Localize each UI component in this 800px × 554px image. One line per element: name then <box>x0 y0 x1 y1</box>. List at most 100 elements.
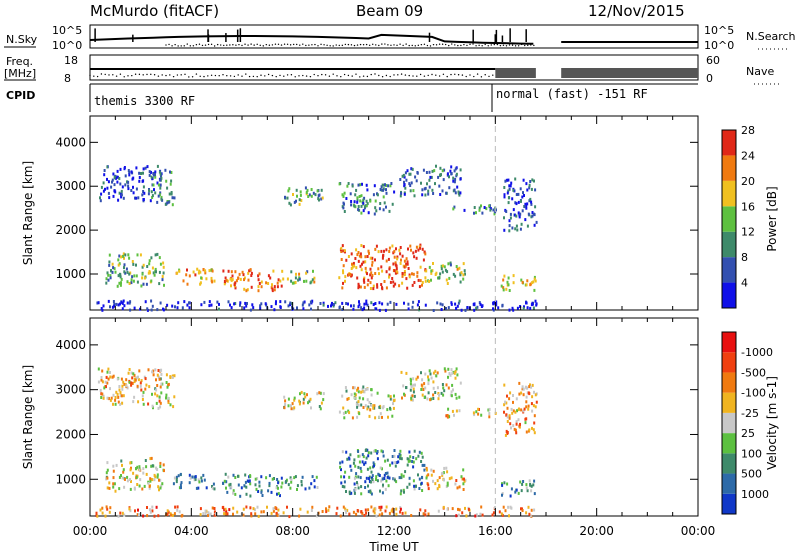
nave-point <box>450 73 452 76</box>
velocity-cell <box>407 458 410 462</box>
power-cell <box>146 265 149 268</box>
power-cell <box>432 192 435 195</box>
velocity-colorbar-tick: -500 <box>741 366 766 379</box>
velocity-cell <box>303 392 306 396</box>
nsearch-point <box>524 44 526 47</box>
power-cell <box>210 303 213 307</box>
power-cell <box>229 277 232 281</box>
power-cell <box>410 248 412 252</box>
nave-point <box>237 74 239 76</box>
velocity-cell <box>100 376 103 379</box>
nsearch-point <box>405 43 407 45</box>
power-cell <box>502 288 505 292</box>
velocity-cell <box>134 509 136 513</box>
nave-point <box>370 73 372 76</box>
velocity-cell <box>504 433 507 437</box>
power-cell <box>279 279 282 283</box>
nave-point <box>112 74 114 76</box>
power-cell <box>350 200 353 203</box>
power-cell <box>130 170 133 174</box>
power-cell <box>136 280 139 284</box>
velocity-cell <box>224 472 227 476</box>
velocity-cell <box>349 464 352 468</box>
velocity-cell <box>436 386 439 390</box>
velocity-cell <box>356 482 359 486</box>
power-cell <box>395 264 398 268</box>
velocity-cell <box>528 385 531 389</box>
nave-point <box>442 73 445 75</box>
power-cell <box>229 303 231 307</box>
power-cell <box>441 189 444 193</box>
velocity-cell <box>128 380 131 384</box>
power-cell <box>508 219 511 223</box>
velocity-cell <box>412 390 415 394</box>
velocity-cell <box>428 369 431 373</box>
velocity-cell <box>363 462 366 466</box>
velocity-cell <box>532 483 535 487</box>
velocity-cell <box>420 451 423 455</box>
power-cell <box>277 278 280 282</box>
nsearch-point <box>362 44 365 46</box>
nsearch-point <box>481 45 483 47</box>
power-cell <box>149 199 152 203</box>
velocity-cell <box>446 415 449 419</box>
nave-point <box>385 74 388 77</box>
power-cell <box>132 185 134 189</box>
velocity-cell <box>400 476 403 480</box>
velocity-cell <box>395 507 398 511</box>
power-cell <box>152 172 155 175</box>
velocity-cell <box>381 406 384 410</box>
velocity-cell <box>383 473 386 477</box>
power-cell <box>110 269 112 273</box>
velocity-cell <box>506 431 509 434</box>
velocity-cell <box>356 388 358 392</box>
velocity-cell <box>117 395 120 399</box>
power-cell <box>115 302 118 306</box>
velocity-cell <box>442 505 445 509</box>
power-cell <box>531 214 534 218</box>
power-cell <box>393 255 396 259</box>
power-cell <box>381 302 384 306</box>
velocity-ytick-label: 1000 <box>55 472 86 486</box>
velocity-cell <box>112 464 115 468</box>
velocity-cell <box>101 369 104 373</box>
power-cell <box>128 171 131 174</box>
velocity-cell <box>353 458 356 462</box>
power-cell <box>459 280 462 284</box>
power-cell <box>362 278 365 282</box>
power-cell <box>518 215 521 219</box>
velocity-cell <box>427 473 430 477</box>
nsearch-point <box>444 43 447 46</box>
velocity-cell <box>296 484 299 488</box>
nave-point <box>222 74 224 76</box>
velocity-cell <box>528 428 531 432</box>
power-cell <box>449 263 452 267</box>
power-cell <box>243 306 246 310</box>
velocity-cell <box>409 388 412 392</box>
velocity-cell <box>525 511 528 515</box>
velocity-cell <box>126 475 129 479</box>
velocity-cell <box>237 474 239 478</box>
velocity-cell <box>387 394 390 398</box>
power-cell <box>428 185 431 189</box>
velocity-cell <box>327 508 330 512</box>
power-cell <box>298 202 301 206</box>
velocity-cell <box>161 482 164 486</box>
velocity-cell <box>169 403 172 407</box>
velocity-cell <box>101 392 104 396</box>
power-cell <box>450 302 453 306</box>
velocity-colorbar-tick: 100 <box>741 447 762 460</box>
velocity-cell <box>283 406 286 410</box>
velocity-cell <box>462 482 465 486</box>
power-colorbar-tick: 8 <box>741 251 748 264</box>
velocity-cell <box>136 483 139 486</box>
power-cell <box>526 306 529 310</box>
power-cell <box>223 282 226 286</box>
velocity-cell <box>290 407 293 411</box>
power-colorbar-frame <box>721 129 737 309</box>
velocity-cell <box>423 382 426 386</box>
velocity-cell <box>105 471 108 475</box>
power-cell <box>138 171 141 175</box>
velocity-cell <box>461 477 464 481</box>
nsearch-point <box>438 43 441 45</box>
